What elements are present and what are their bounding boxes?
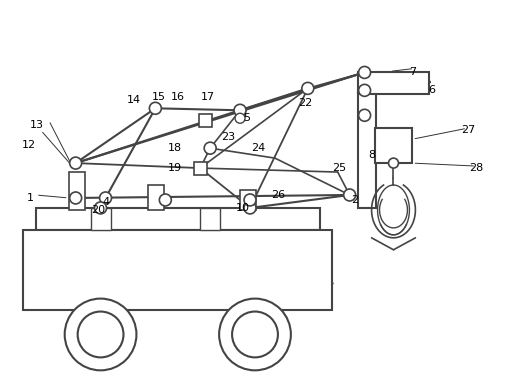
Circle shape (359, 66, 371, 78)
Text: 1: 1 (27, 193, 34, 203)
Circle shape (196, 164, 204, 172)
Circle shape (235, 113, 245, 123)
Text: 23: 23 (221, 132, 235, 142)
Circle shape (302, 82, 314, 94)
Circle shape (359, 109, 371, 121)
Text: 24: 24 (251, 143, 265, 153)
Bar (358, 72, 430, 94)
Circle shape (78, 312, 124, 357)
Bar (91, 208, 110, 230)
Circle shape (219, 299, 291, 370)
Text: 5: 5 (243, 113, 250, 123)
Text: 4: 4 (102, 197, 109, 207)
Circle shape (344, 189, 356, 201)
Circle shape (201, 116, 209, 124)
Text: 13: 13 (30, 120, 44, 130)
Circle shape (70, 192, 81, 204)
Circle shape (95, 202, 106, 214)
Bar (36, 208, 320, 230)
Text: 15: 15 (151, 92, 165, 102)
Circle shape (159, 194, 172, 206)
Bar (240, 190, 256, 210)
Text: 28: 28 (469, 163, 484, 173)
Bar (358, 90, 376, 208)
Text: 6: 6 (428, 85, 435, 96)
Text: 7: 7 (409, 67, 416, 77)
Text: 8: 8 (368, 150, 375, 160)
Bar (194, 161, 207, 175)
Text: 20: 20 (92, 205, 106, 215)
Circle shape (149, 102, 161, 114)
Bar (23, 230, 332, 310)
Bar (200, 208, 220, 230)
Bar (149, 185, 164, 210)
Text: 10: 10 (236, 203, 250, 213)
Text: 17: 17 (201, 92, 215, 102)
Text: 12: 12 (22, 140, 36, 150)
Circle shape (388, 158, 399, 168)
Text: 16: 16 (172, 92, 185, 102)
Bar (375, 128, 412, 163)
Text: 18: 18 (168, 143, 182, 153)
Text: 26: 26 (271, 190, 285, 200)
Text: 14: 14 (126, 96, 140, 105)
Bar (199, 114, 212, 127)
Bar (69, 172, 84, 210)
Text: 27: 27 (461, 125, 475, 135)
Text: 25: 25 (332, 163, 347, 173)
Text: 22: 22 (298, 98, 312, 108)
Circle shape (244, 194, 256, 206)
Circle shape (65, 299, 136, 370)
Text: 19: 19 (168, 163, 182, 173)
Circle shape (100, 192, 111, 204)
Circle shape (70, 157, 81, 169)
Text: 2: 2 (351, 195, 358, 205)
Circle shape (204, 142, 216, 154)
Circle shape (234, 104, 246, 116)
Circle shape (359, 85, 371, 96)
Circle shape (232, 312, 278, 357)
Circle shape (244, 202, 256, 214)
